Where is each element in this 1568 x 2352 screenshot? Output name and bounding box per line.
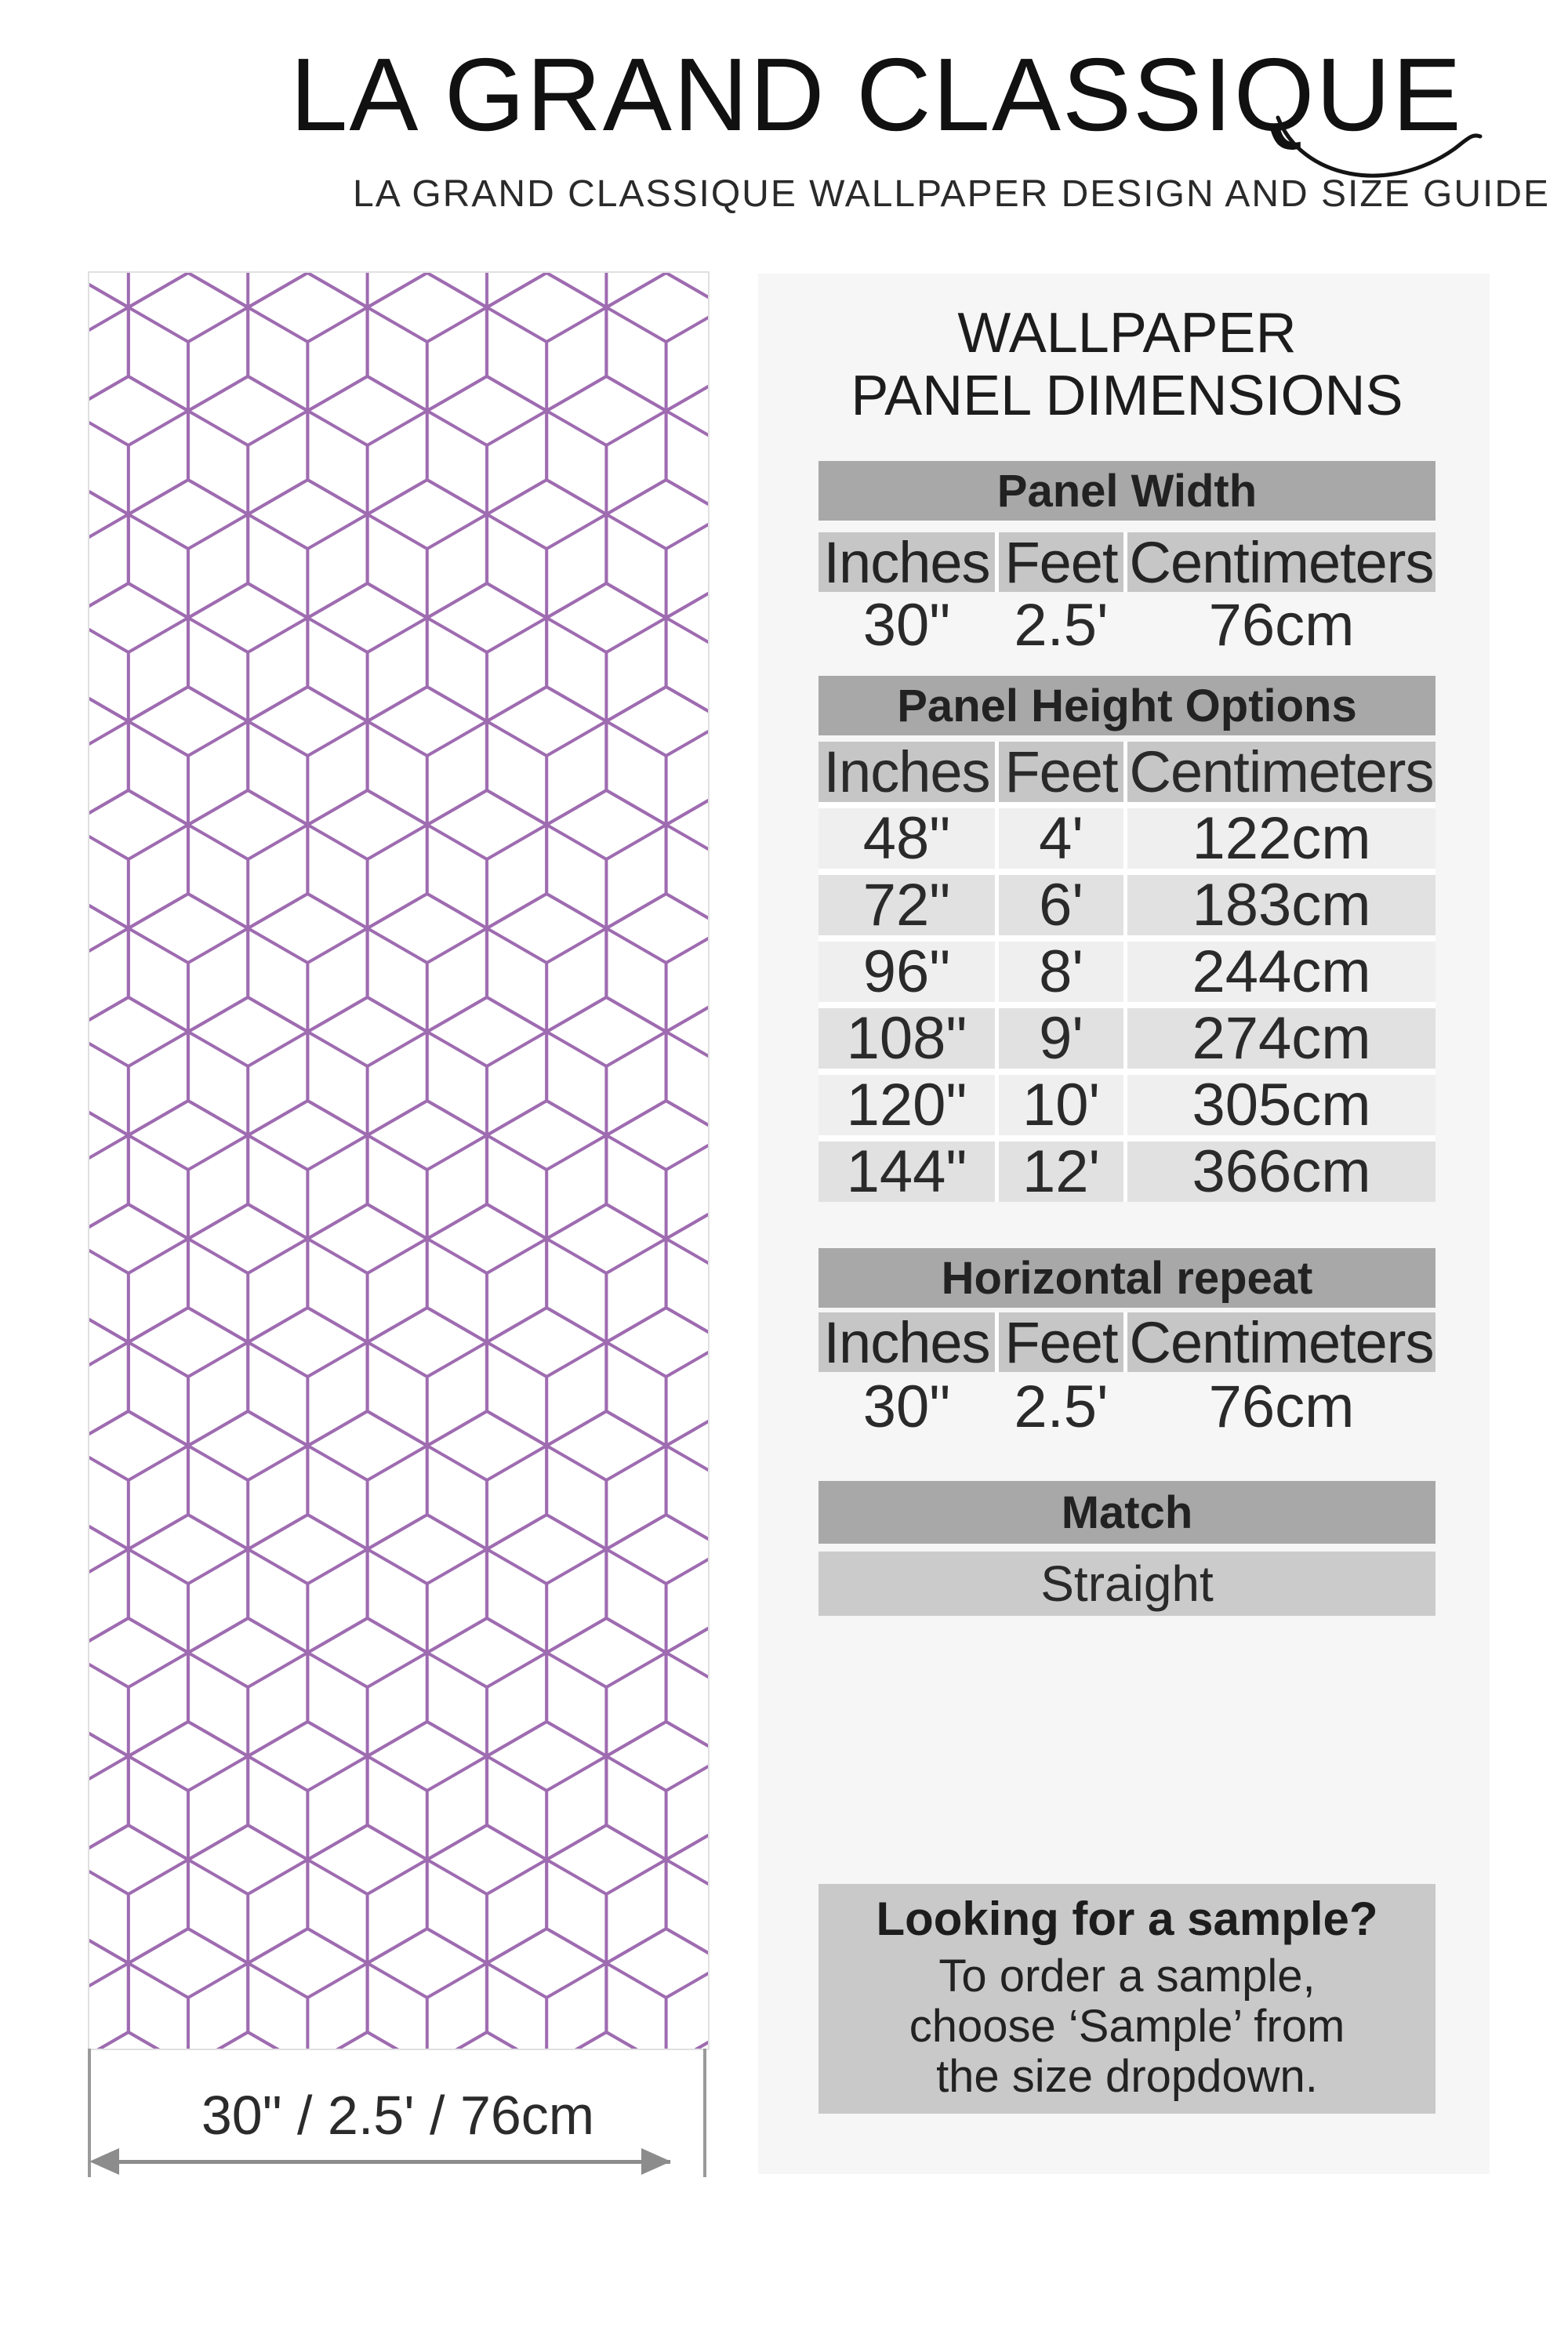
horizontal-repeat-column-headers: Inches Feet Centimeters [818,1310,1436,1375]
horizontal-repeat-header: Horizontal repeat [818,1248,1436,1308]
horizontal-repeat-feet: 2.5' [1014,1373,1109,1440]
panel-width-header: Panel Width [818,461,1436,521]
table-cell: 305cm [1127,1072,1436,1138]
brand-subtitle: LA GRAND CLASSIQUE WALLPAPER DESIGN AND … [353,173,1551,215]
panel-width-feet: 2.5' [1014,591,1109,659]
sample-box-title: Looking for a sample? [876,1893,1378,1945]
measure-arrow-shaft [114,2160,670,2164]
sample-box-text: To order a sample, [938,1951,1316,2002]
table-cell: 122cm [1127,805,1436,872]
panel-width-column-headers: Inches Feet Centimeters [818,530,1436,595]
table-cell: 48" [818,805,995,872]
table-cell: 9' [999,1005,1123,1072]
table-cell: 244cm [1127,938,1436,1005]
cube-pattern-graphic [89,273,708,2049]
panel-width-values: 30" 2.5' 76cm [818,591,1436,659]
column-header-centimeters: Centimeters [1127,1310,1436,1375]
panel-height-header: Panel Height Options [818,676,1436,735]
column-header-centimeters: Centimeters [1127,530,1436,595]
match-value: Straight [818,1552,1436,1616]
table-cell: 144" [818,1138,995,1205]
match-header: Match [818,1481,1436,1544]
table-cell: 274cm [1127,1005,1436,1072]
table-cell: 10' [999,1072,1123,1138]
table-cell: 12' [999,1138,1123,1205]
table-cell: 183cm [1127,872,1436,938]
column-header-centimeters: Centimeters [1127,739,1436,804]
dimensions-panel: WALLPAPER PANEL DIMENSIONS Panel Width I… [758,274,1490,2174]
horizontal-repeat-inches: 30" [862,1373,951,1440]
panel-title: WALLPAPER PANEL DIMENSIONS [818,302,1436,427]
swatch-width-label: 30" / 2.5' / 76cm [201,2085,595,2146]
table-cell: 120" [818,1072,995,1138]
sample-box-text: the size dropdown. [936,2051,1318,2102]
column-header-inches: Inches [818,530,995,595]
wallpaper-pattern-swatch [88,271,710,2050]
table-cell: 8' [999,938,1123,1005]
column-header-feet: Feet [999,530,1123,595]
panel-title-line2: PANEL DIMENSIONS [851,365,1403,427]
measure-tick-left [88,2049,91,2177]
table-cell: 6' [999,872,1123,938]
panel-width-cm: 76cm [1208,591,1355,659]
horizontal-repeat-cm: 76cm [1208,1373,1355,1440]
horizontal-repeat-values: 30" 2.5' 76cm [818,1373,1436,1440]
table-cell: 108" [818,1005,995,1072]
brand-title: LA GRAND CLASSIQUE [290,37,1463,152]
table-cell: 4' [999,805,1123,872]
table-cell: 96" [818,938,995,1005]
table-cell: 72" [818,872,995,938]
q-swash-decoration [1276,115,1483,178]
column-header-inches: Inches [818,739,995,804]
column-header-inches: Inches [818,1310,995,1375]
measure-tick-right [703,2049,706,2177]
left-arrowhead-icon [89,2148,119,2175]
panel-width-inches: 30" [862,591,951,659]
panel-height-table: Inches Feet Centimeters 48" 4' 122cm 72"… [818,739,1436,1205]
right-arrowhead-icon [641,2148,671,2175]
sample-box-text: choose ‘Sample’ from [909,2001,1345,2052]
column-header-feet: Feet [999,739,1123,804]
table-cell: 366cm [1127,1138,1436,1205]
column-header-feet: Feet [999,1310,1123,1375]
sample-info-box: Looking for a sample? To order a sample,… [818,1884,1436,2114]
panel-title-line1: WALLPAPER [957,302,1297,365]
